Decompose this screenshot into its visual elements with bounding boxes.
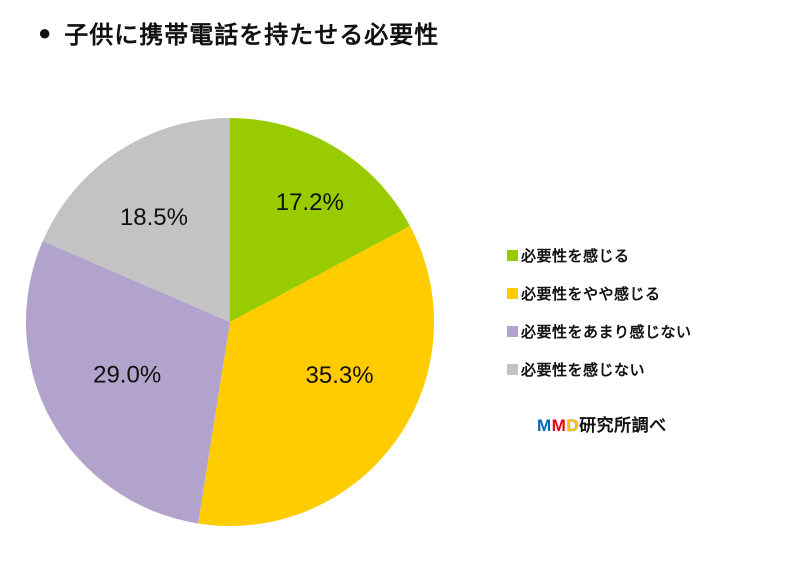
- legend-swatch-icon: [507, 326, 518, 337]
- pie-slice-label: 29.0%: [93, 362, 161, 389]
- legend-item-3: 必要性を感じない: [507, 361, 692, 379]
- source-note-part: 研究所調べ: [579, 416, 667, 435]
- pie-slice-0: [230, 118, 410, 322]
- pie-slice-3: [42, 118, 230, 322]
- legend-label: 必要性を感じない: [521, 361, 646, 379]
- legend-label: 必要性をあまり感じない: [521, 323, 692, 341]
- legend-item-0: 必要性を感じる: [507, 247, 692, 265]
- source-note-part: M: [551, 416, 567, 435]
- pie-slice-label: 35.3%: [306, 362, 374, 389]
- source-note: MMD研究所調べ: [537, 411, 667, 436]
- pie-slice-label: 18.5%: [120, 204, 188, 231]
- legend-label: 必要性をやや感じる: [521, 285, 661, 303]
- bullet-icon: ●: [38, 19, 52, 45]
- pie-slice-1: [198, 225, 434, 527]
- pie-chart: 17.2% 35.3% 29.0% 18.5%: [25, 118, 434, 527]
- pie-slice-2: [25, 240, 231, 524]
- pie-slice-label: 17.2%: [276, 189, 344, 216]
- legend-swatch-icon: [507, 288, 518, 299]
- legend-swatch-icon: [507, 250, 518, 261]
- legend-label: 必要性を感じる: [521, 247, 630, 265]
- legend: 必要性を感じる必要性をやや感じる必要性をあまり感じない 必要性を感じない: [507, 247, 692, 399]
- source-note-part: D: [566, 416, 580, 435]
- legend-item-2: 必要性をあまり感じない: [507, 323, 692, 341]
- chart-title: 子供に携帯電話を持たせる必要性: [64, 22, 440, 49]
- chart-title-row: ● 子供に携帯電話を持たせる必要性: [38, 15, 439, 50]
- legend-swatch-icon: [507, 364, 518, 375]
- legend-item-1: 必要性をやや感じる: [507, 285, 692, 303]
- source-note-part: M: [537, 416, 552, 435]
